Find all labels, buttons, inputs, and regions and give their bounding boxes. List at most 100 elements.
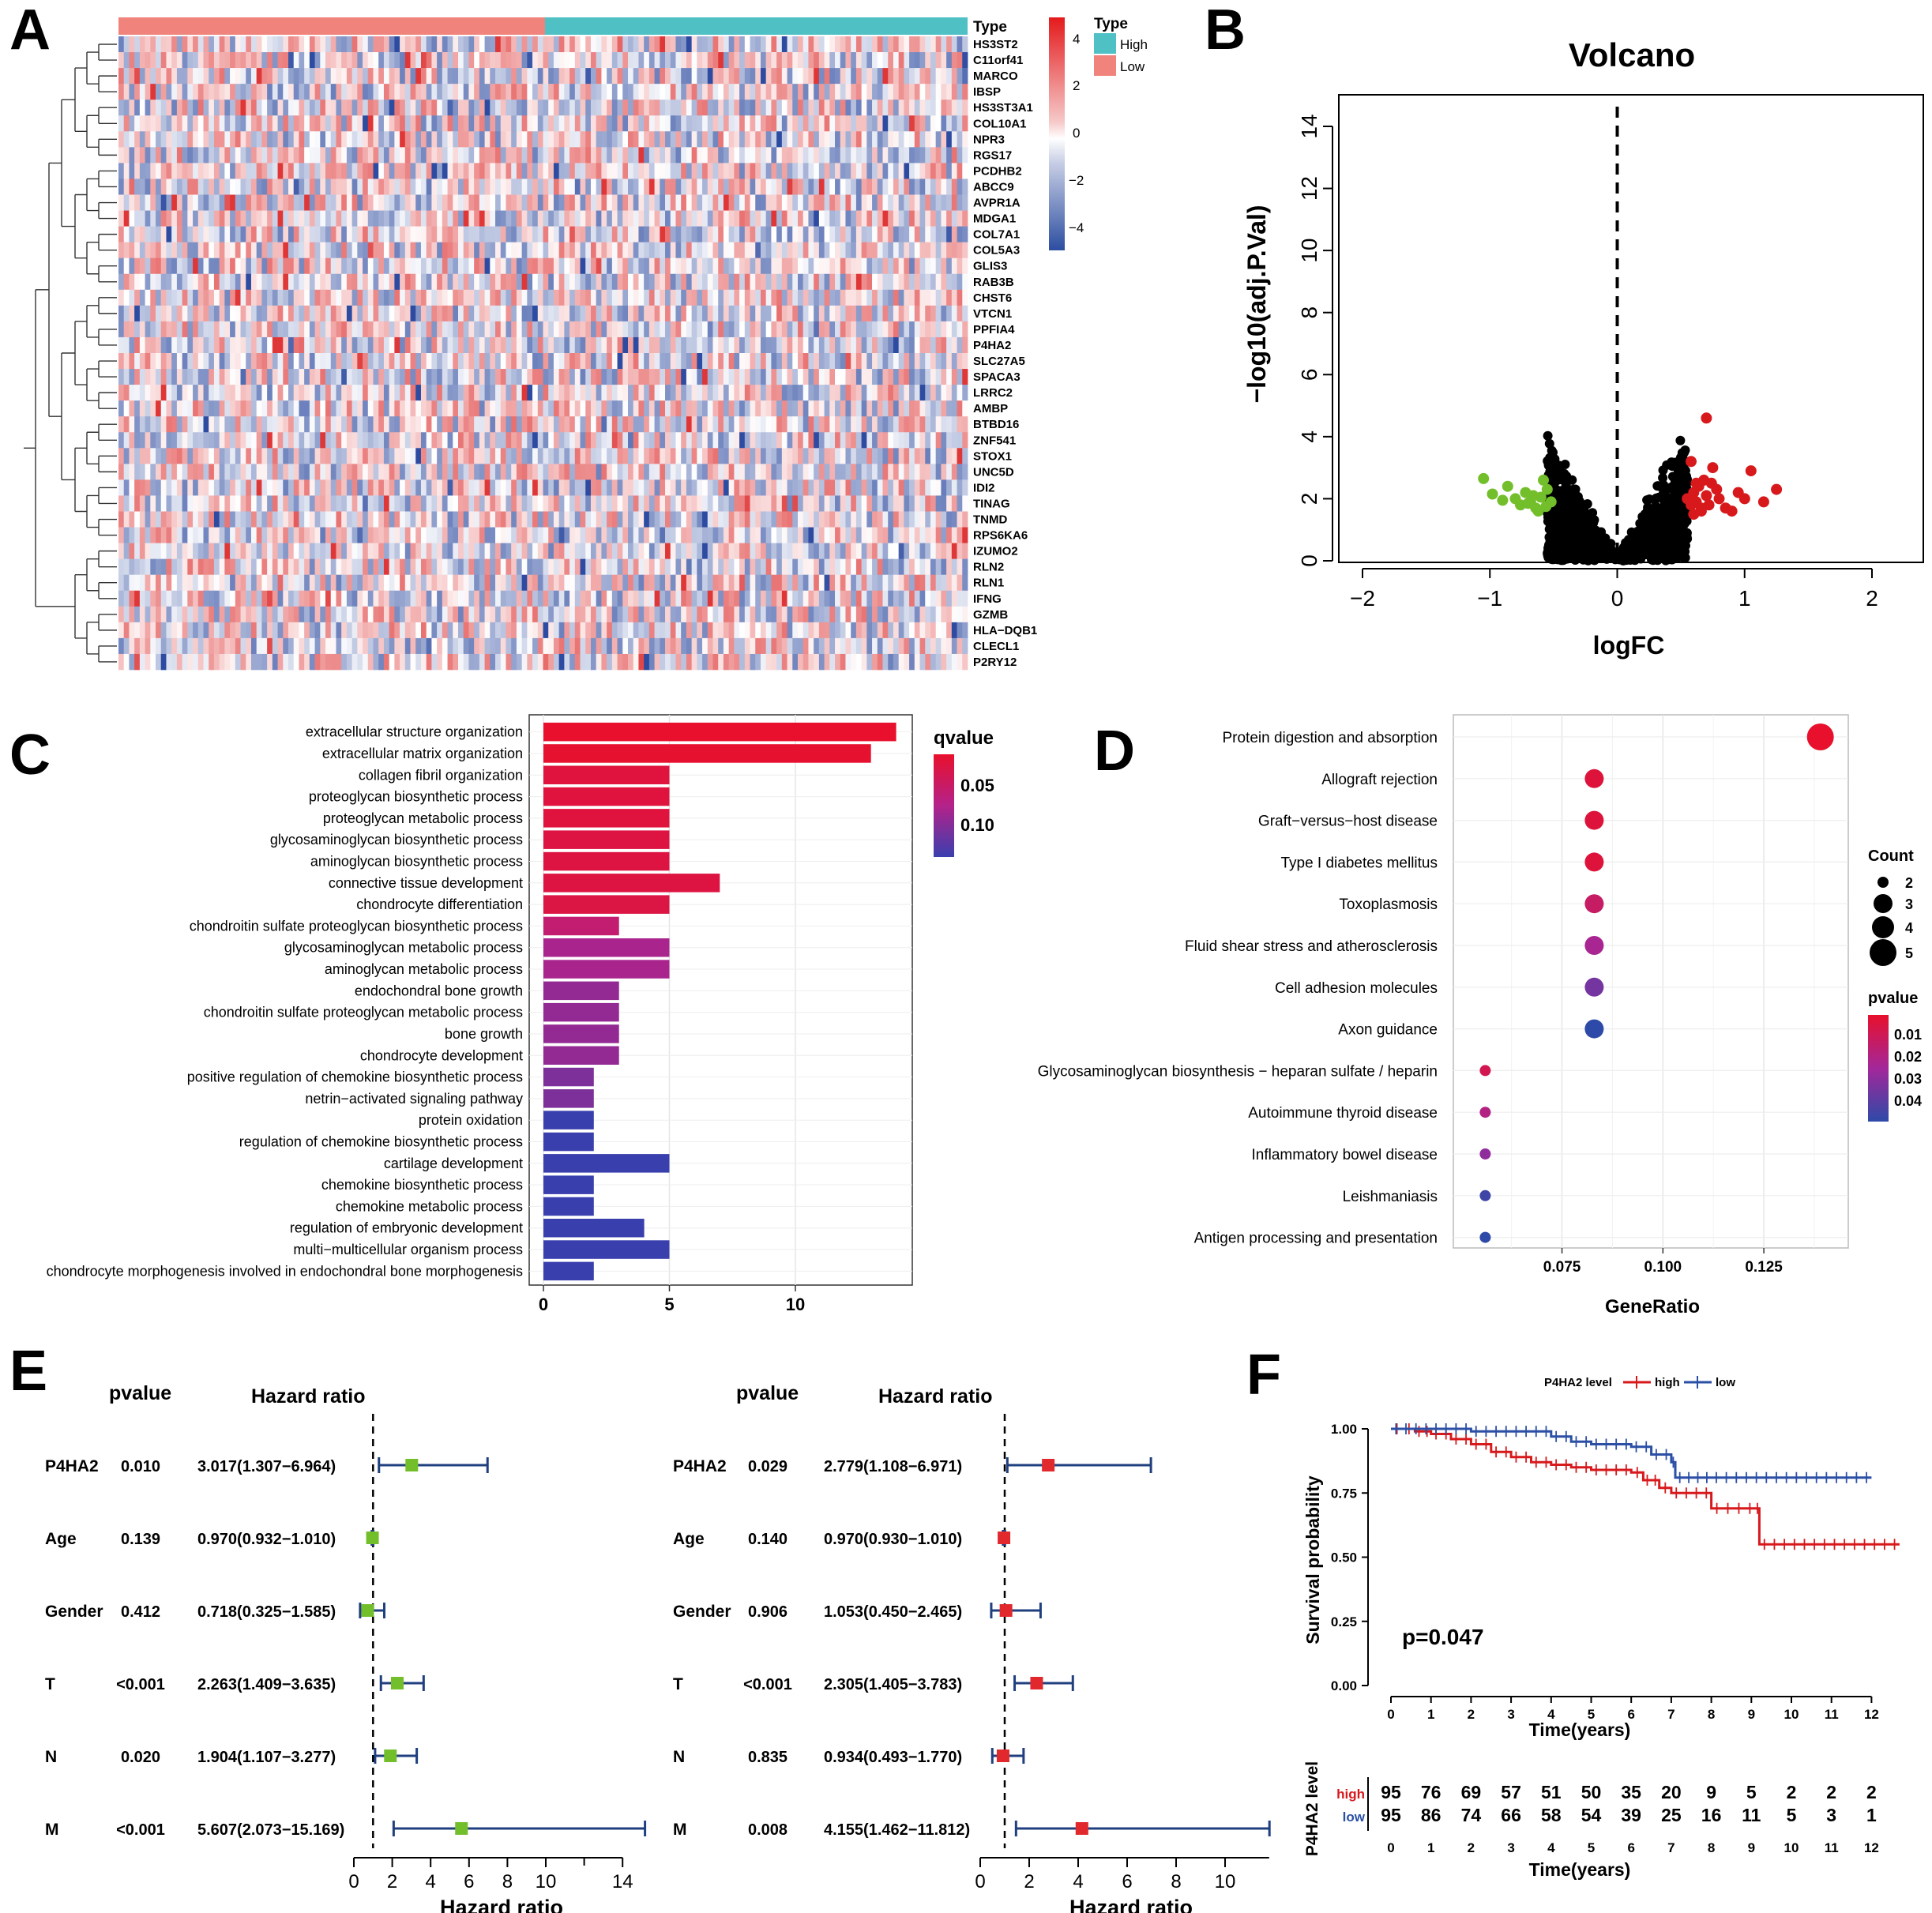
- heatmap-cell: [490, 147, 496, 163]
- heatmap-cell: [346, 179, 353, 195]
- heatmap-cell: [893, 448, 900, 464]
- heatmap-cell: [628, 400, 634, 417]
- heatmap-cell: [346, 448, 353, 464]
- heatmap-cell: [611, 400, 618, 417]
- heatmap-cell: [283, 385, 289, 401]
- heatmap-cell: [267, 336, 273, 354]
- heatmap-cell: [500, 479, 506, 496]
- heatmap-cell: [558, 400, 565, 417]
- heatmap-cell: [877, 305, 883, 322]
- heatmap-cell: [463, 385, 469, 401]
- heatmap-cell: [898, 273, 904, 291]
- heatmap-cell: [596, 432, 602, 449]
- heatmap-cell: [962, 289, 968, 306]
- heatmap-cell: [957, 68, 963, 85]
- heatmap-cell: [622, 242, 629, 258]
- heatmap-cell: [574, 163, 581, 179]
- heatmap-cell: [495, 84, 502, 100]
- heatmap-cell: [888, 385, 894, 401]
- heatmap-cell: [755, 52, 761, 69]
- heatmap-cell: [744, 353, 750, 370]
- heatmap-cell: [197, 131, 204, 148]
- heatmap-cell: [951, 321, 957, 338]
- heatmap-cell: [156, 131, 162, 148]
- heatmap-cell: [272, 163, 278, 179]
- heatmap-cell: [197, 179, 204, 195]
- heatmap-cell: [585, 163, 592, 179]
- heatmap-cell: [787, 369, 793, 385]
- heatmap-cell: [437, 432, 443, 449]
- heatmap-cell: [442, 52, 448, 69]
- heatmap-cell: [569, 479, 576, 496]
- heatmap-cell: [373, 131, 379, 148]
- heatmap-cell: [532, 210, 539, 227]
- heatmap-cell: [351, 226, 358, 242]
- heatmap-cell: [755, 226, 761, 242]
- heatmap-cell: [585, 100, 592, 116]
- heatmap-cell: [240, 273, 246, 291]
- heatmap-cell: [607, 257, 613, 275]
- heatmap-cell: [288, 179, 295, 195]
- heatmap-cell: [888, 305, 894, 322]
- heatmap-cell: [771, 479, 777, 496]
- heatmap-cell: [628, 432, 634, 449]
- heatmap-cell: [946, 163, 953, 179]
- heatmap-cell: [798, 52, 804, 69]
- heatmap-cell: [543, 336, 549, 354]
- heatmap-cell: [622, 479, 629, 496]
- heatmap-cell: [574, 448, 581, 464]
- heatmap-cell: [750, 353, 756, 370]
- heatmap-cell: [309, 305, 315, 322]
- heatmap-cell: [760, 464, 767, 480]
- heatmap-cell: [506, 147, 512, 163]
- heatmap-cell: [840, 321, 846, 338]
- heatmap-cell: [617, 336, 623, 354]
- heatmap-cell: [904, 432, 910, 449]
- heatmap-cell: [209, 400, 215, 417]
- heatmap-cell: [415, 416, 422, 433]
- heatmap-cell: [383, 52, 390, 69]
- heatmap-cell: [378, 194, 385, 211]
- heatmap-cell: [442, 495, 448, 512]
- heatmap-cell: [558, 464, 565, 480]
- heatmap-cell: [490, 163, 496, 179]
- heatmap-cell: [686, 336, 693, 354]
- heatmap-cell: [139, 385, 145, 401]
- heatmap-cell: [458, 68, 464, 85]
- heatmap-cell: [213, 385, 220, 401]
- heatmap-cell: [585, 147, 592, 163]
- heatmap-cell: [415, 100, 422, 116]
- heatmap-cell: [941, 179, 947, 195]
- heatmap-cell: [851, 100, 857, 116]
- heatmap-cell: [787, 289, 793, 306]
- heatmap-cell: [197, 479, 204, 496]
- heatmap-cell: [346, 100, 353, 116]
- heatmap-cell: [261, 52, 268, 69]
- heatmap-cell: [458, 257, 464, 275]
- heatmap-cell: [490, 226, 496, 242]
- heatmap-cell: [845, 369, 851, 385]
- heatmap-cell: [665, 336, 671, 354]
- heatmap-cell: [283, 353, 289, 370]
- heatmap-cell: [590, 194, 597, 211]
- heatmap-cell: [299, 84, 305, 100]
- heatmap-cell: [601, 163, 607, 179]
- heatmap-cell: [585, 179, 592, 195]
- heatmap-cell: [941, 400, 947, 417]
- heatmap-cell: [925, 52, 931, 69]
- heatmap-cell: [176, 464, 183, 480]
- heatmap-cell: [442, 385, 448, 401]
- heatmap-cell: [209, 289, 215, 306]
- heatmap-cell: [691, 464, 697, 480]
- heatmap-cell: [765, 336, 772, 354]
- heatmap-cell: [453, 305, 459, 322]
- heatmap-cell: [564, 464, 570, 480]
- heatmap-cell: [558, 432, 565, 449]
- heatmap-cell: [675, 448, 682, 464]
- heatmap-cell: [283, 448, 289, 464]
- heatmap-cell: [145, 448, 151, 464]
- heatmap-cell: [718, 416, 724, 433]
- heatmap-cell: [855, 353, 863, 370]
- heatmap-cell: [718, 369, 724, 385]
- heatmap-cell: [855, 479, 863, 496]
